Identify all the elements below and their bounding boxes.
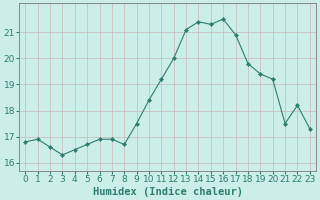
X-axis label: Humidex (Indice chaleur): Humidex (Indice chaleur) [92, 186, 243, 197]
